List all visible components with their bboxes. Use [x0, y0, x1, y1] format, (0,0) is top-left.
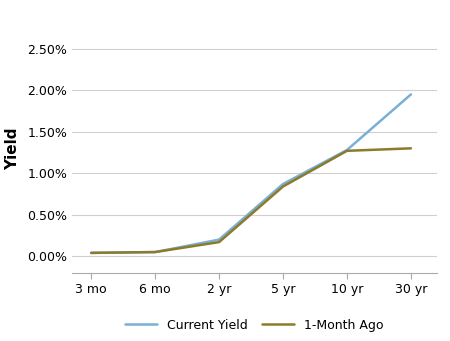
Line: 1-Month Ago: 1-Month Ago [91, 148, 411, 253]
Current Yield [408, 92, 414, 97]
Y-axis label: Yield: Yield [5, 127, 20, 169]
Current Yield [280, 182, 286, 186]
Current Yield [344, 148, 350, 152]
Current Yield [153, 250, 158, 254]
1-Month Ago [89, 251, 94, 255]
1-Month Ago [153, 250, 158, 254]
1-Month Ago [344, 149, 350, 153]
Line: Current Yield: Current Yield [91, 94, 411, 253]
Current Yield [216, 238, 222, 242]
1-Month Ago [216, 240, 222, 244]
Current Yield [89, 251, 94, 255]
Legend: Current Yield, 1-Month Ago: Current Yield, 1-Month Ago [126, 319, 383, 332]
1-Month Ago [408, 146, 414, 150]
1-Month Ago [280, 184, 286, 189]
